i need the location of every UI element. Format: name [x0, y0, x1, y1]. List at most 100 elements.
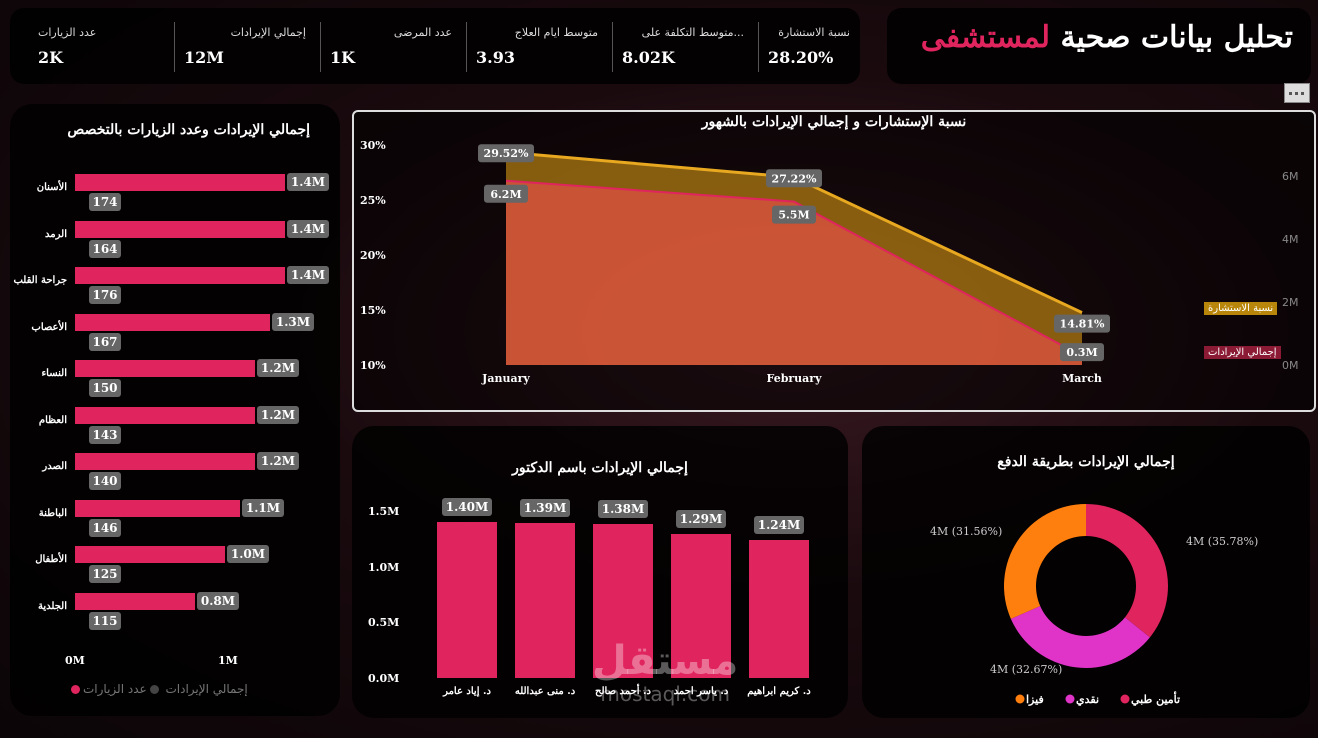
payment-donut-chart: 4M (35.78%) 4M (32.67%) 4M (31.56%) فيزا نقد…	[930, 504, 1258, 707]
doctor-bar	[437, 522, 497, 678]
watermark-latin: mostaql.com	[600, 682, 730, 706]
doctor-data-label: 1.40M	[442, 498, 492, 517]
revenue-data-label: 1.4M	[287, 173, 329, 191]
legend-revenue-dot	[71, 685, 80, 694]
legend-revenue-label: إجمالي الإيرادات	[165, 682, 248, 696]
revenue-bar	[75, 546, 225, 563]
doctor-name-label: د. أحمد صالح	[595, 686, 651, 697]
y-left-tick-label: 25%	[360, 194, 386, 207]
page-title-main: تحليل بيانات صحية	[1060, 20, 1293, 55]
slice-data-label: 4M (32.67%)	[990, 663, 1062, 676]
revenue-data-label: 1.4M	[287, 219, 329, 238]
category-label: الصدر	[42, 461, 67, 472]
doctor-chart-title: إجمالي الإيرادات باسم الدكتور	[512, 460, 688, 476]
revenue-data-label: 1.2M	[257, 405, 299, 424]
revenue-label-bg	[772, 205, 816, 224]
doctor-data-label: 1.29M	[676, 510, 726, 529]
doctor-name-label: د. كريم ابراهيم	[747, 686, 811, 697]
category-label: الأعصاب	[31, 321, 67, 333]
category-label: العظام	[38, 414, 67, 426]
kpi-avg-days: متوسط ايام العلاج 3.93	[466, 8, 606, 84]
doctor-bar	[593, 524, 653, 678]
doctor-name-label: د. منى عبدالله	[514, 686, 576, 697]
consult-label-bg	[1054, 314, 1110, 333]
revenue-area	[506, 180, 1082, 365]
category-label: الأطفال	[35, 554, 67, 565]
kpi-value: 3.93	[476, 48, 515, 67]
y-left-tick-label: 30%	[360, 139, 386, 152]
visits-data-label: 115	[89, 611, 121, 630]
specialty-chart-title: إجمالي الإيرادات وعدد الزيارات بالتخصص	[67, 122, 310, 138]
revenue-data-label: 1.3M	[272, 312, 314, 331]
revenue-line	[505, 179, 1083, 357]
category-label: الباطنة	[38, 507, 67, 519]
revenue-data-label: 5.5M	[778, 209, 809, 222]
revenue-bar	[75, 360, 255, 377]
revenue-data-label: 6.2M	[490, 188, 521, 201]
revenue-data-label: 1.0M	[227, 545, 269, 563]
revenue-bar	[75, 267, 285, 284]
payment-chart-panel: إجمالي الإيرادات بطريقة الدفع 4M (35.78%…	[862, 426, 1310, 718]
kpi-divider	[174, 22, 175, 72]
x-tick-label: February	[766, 372, 822, 385]
revenue-bar	[75, 313, 270, 331]
title-panel: تحليل بيانات صحية لمستشفى	[887, 8, 1311, 84]
legend-label: نقدي	[1076, 693, 1099, 707]
consult-label-bg	[766, 169, 822, 188]
specialty-chart-panel: إجمالي الإيرادات وعدد الزيارات بالتخصص ا…	[10, 104, 340, 716]
y-right-tick-label: 6M	[1282, 170, 1299, 183]
legend-visits-label: عدد الزيارات	[83, 682, 147, 696]
revenue-bar	[75, 592, 195, 610]
kpi-label: متوسط ايام العلاج	[514, 26, 598, 39]
y-tick-label: 0.0M	[368, 672, 400, 685]
category-label: الأسنان	[36, 182, 67, 193]
consult-label-bg	[478, 144, 534, 163]
visits-data-label: 176	[89, 286, 121, 304]
payment-chart-title: إجمالي الإيرادات بطريقة الدفع	[997, 454, 1175, 470]
page-title: تحليل بيانات صحية لمستشفى	[921, 20, 1293, 55]
monthly-chart-title: نسبة الإستشارات و إجمالي الإيرادات بالشه…	[701, 114, 967, 130]
legend-consult-rate: نسبة الاستشارة	[1204, 302, 1278, 315]
y-right-tick-label: 0M	[1282, 359, 1299, 372]
category-label: النساء	[41, 368, 67, 379]
y-right-tick-label: 2M	[1282, 296, 1299, 309]
legend-dot	[1120, 694, 1130, 704]
donut-slice	[1004, 504, 1086, 619]
legend-revenue: إجمالي الإيرادات	[1204, 346, 1281, 359]
monthly-area-chart: 30% 25% 20% 15% 10% 6M 4M 2M 0M January 29.52% 6.2M…	[360, 139, 1299, 385]
specialty-legend: إجمالي الإيرادات عدد الزيارات	[68, 682, 248, 696]
revenue-data-label: 0.8M	[197, 591, 239, 610]
visits-data-label: 150	[89, 379, 121, 397]
revenue-data-label: 0.3M	[1066, 346, 1097, 359]
kpi-label: إجمالي الإيرادات	[230, 26, 306, 39]
doctor-data-label: 1.39M	[520, 499, 570, 518]
monthly-chart-panel: نسبة الإستشارات و إجمالي الإيرادات بالشه…	[352, 110, 1316, 412]
revenue-label-bg	[484, 184, 528, 203]
page-title-highlight: لمستشفى	[920, 20, 1050, 55]
watermark-arabic: مستقل	[592, 638, 739, 684]
visits-data-label: 146	[89, 518, 121, 537]
kpi-divider	[612, 22, 613, 72]
kpi-divider	[466, 22, 467, 72]
revenue-bar	[75, 174, 285, 191]
x-tick-label: January	[481, 372, 530, 385]
revenue-bar	[75, 406, 255, 424]
slice-data-label: 4M (31.56%)	[930, 525, 1002, 538]
y-left-tick-label: 10%	[360, 359, 386, 372]
category-label: جراحة القلب	[13, 275, 67, 286]
revenue-label-bg	[1060, 343, 1104, 362]
kpi-consult-rate: نسبة الاستشارة 28.20%	[758, 8, 858, 84]
donut-slice	[1010, 606, 1150, 668]
slice-data-label: 4M (35.78%)	[1186, 535, 1258, 548]
y-tick-label: 1.5M	[368, 505, 400, 519]
visits-data-label: 143	[89, 425, 121, 444]
kpi-label: عدد الزيارات	[38, 26, 97, 39]
revenue-bar	[75, 220, 285, 238]
revenue-data-label: 1.2M	[257, 452, 299, 470]
table-view-icon[interactable]	[1284, 83, 1310, 103]
watermark: مستقل mostaql.com	[592, 640, 738, 706]
revenue-bar	[75, 453, 255, 470]
visits-data-label: 164	[89, 239, 121, 258]
doctor-name-label: د. إياد عامر	[443, 686, 491, 697]
kpi-value: 2K	[38, 48, 64, 67]
